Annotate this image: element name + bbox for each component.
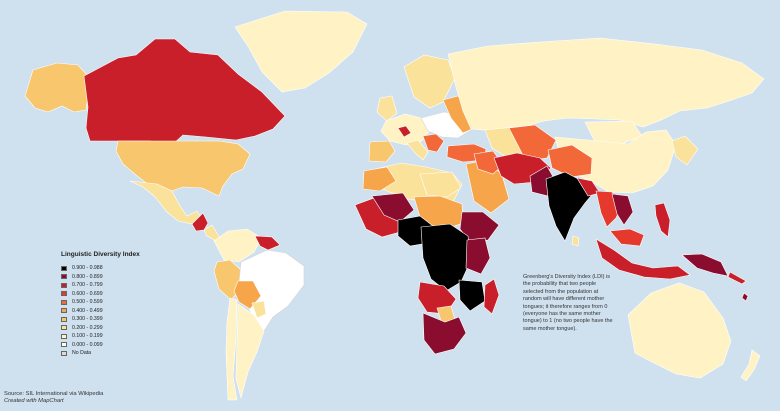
legend-title: Linguistic Diversity Index: [61, 251, 140, 258]
legend-swatch: [61, 299, 67, 305]
legend-label: 0.100 - 0.199: [72, 333, 103, 339]
legend-swatch: [61, 282, 67, 288]
region-new-zealand: [740, 349, 761, 382]
mapchart-credit: Created with MapChart: [4, 398, 64, 404]
legend-label: 0.300 - 0.399: [72, 316, 103, 322]
legend-swatch: [61, 350, 67, 356]
region-pacific-island-vanuatu: [741, 292, 749, 302]
region-southern-africa: [422, 312, 467, 355]
legend-swatch: [61, 308, 67, 314]
region-sri-lanka: [571, 235, 580, 247]
legend-swatch: [61, 316, 67, 322]
region-balkans: [422, 133, 445, 153]
region-scandinavia: [403, 54, 456, 109]
region-madagascar: [483, 278, 500, 315]
legend-swatch: [61, 291, 67, 297]
region-italy: [406, 139, 429, 161]
region-vietnam-laos: [611, 193, 634, 226]
region-indonesia: [595, 238, 691, 280]
legend-items: 0.900 - 0.988 0.800 - 0.899 0.700 - 0.79…: [61, 264, 181, 358]
region-mongolia: [584, 120, 643, 145]
legend-item-5: 0.500 - 0.599: [61, 298, 181, 307]
region-mozambique: [458, 279, 486, 312]
legend-label: 0.900 - 0.988: [72, 265, 103, 271]
region-west-china: [547, 144, 593, 178]
legend-item-9: 0.100 - 0.199: [61, 332, 181, 341]
region-papua-new-guinea: [681, 253, 729, 277]
legend-item-4: 0.600 - 0.699: [61, 290, 181, 299]
region-alaska: [24, 62, 89, 113]
region-mali-niger: [371, 192, 415, 223]
legend-label: 0.600 - 0.699: [72, 290, 103, 297]
region-libya-egypt: [419, 171, 462, 198]
legend-label: 0.400 - 0.499: [72, 307, 103, 314]
legend-swatch: [61, 333, 67, 339]
legend-item-7: 0.300 - 0.399: [61, 315, 181, 324]
legend-item-6: 0.400 - 0.499: [61, 307, 181, 316]
legend-swatch: [61, 265, 67, 271]
region-philippines: [654, 202, 671, 238]
region-uk-ireland: [376, 95, 398, 122]
region-india: [545, 171, 597, 242]
legend: Linguistic Diversity Index 0.900 - 0.988…: [61, 251, 181, 358]
legend-label: 0.800 - 0.899: [72, 273, 103, 280]
region-morocco-algeria: [362, 166, 397, 192]
diversity-index-note: Greenberg's Diversity Index (LDI) is the…: [523, 274, 613, 332]
legend-swatch: [61, 342, 67, 348]
legend-swatch: [61, 325, 67, 331]
region-ethiopia-horn: [459, 211, 500, 244]
region-bolivia: [233, 280, 262, 310]
region-paraguay: [251, 300, 267, 319]
region-argentina: [235, 303, 265, 400]
legend-swatch: [61, 274, 67, 280]
region-greenland: [234, 10, 368, 93]
region-malaysia: [609, 228, 645, 247]
legend-label: 0.000 - 0.099: [72, 341, 103, 348]
region-guianas: [254, 235, 281, 251]
legend-label: No Data: [72, 350, 92, 356]
region-east-africa: [465, 237, 491, 275]
legend-label: 0.500 - 0.599: [72, 299, 103, 305]
region-solomon-islands: [727, 271, 747, 285]
legend-item-10: 0.000 - 0.099: [61, 341, 181, 350]
region-iberia: [368, 140, 396, 163]
legend-item-2: 0.800 - 0.899: [61, 273, 181, 282]
region-belgium-switzerland: [397, 125, 412, 138]
legend-label: 0.200 - 0.299: [72, 324, 103, 331]
legend-item-8: 0.200 - 0.299: [61, 324, 181, 333]
map-credits: Source: SIL International via Wikipedia …: [4, 391, 103, 405]
region-united-states: [115, 140, 251, 197]
legend-label: 0.700 - 0.799: [72, 282, 103, 288]
region-canada: [83, 38, 286, 146]
legend-item-1: 0.900 - 0.988: [61, 264, 181, 273]
region-korea-japan: [671, 135, 699, 166]
legend-item-11: No Data: [61, 349, 181, 358]
region-chile: [225, 297, 238, 401]
region-central-america: [191, 212, 209, 232]
region-iraq-syria: [473, 150, 504, 175]
legend-item-3: 0.700 - 0.799: [61, 281, 181, 290]
source-credit: Source: SIL International via Wikipedia: [4, 391, 104, 397]
region-australia: [627, 282, 732, 379]
